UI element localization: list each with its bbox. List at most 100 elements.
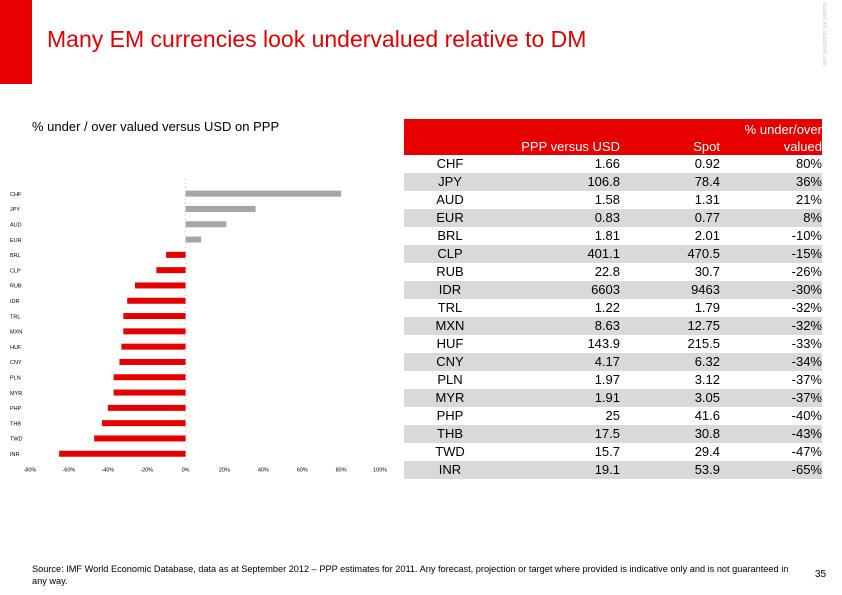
bar	[123, 328, 186, 335]
bar	[101, 420, 186, 427]
cell-valuation: -32%	[791, 300, 822, 315]
table-header-row: PPP versus USD Spot % under/over valued	[404, 119, 822, 155]
cell-spot: 215.5	[687, 336, 720, 351]
side-label: Issued for customer use	[821, 2, 827, 67]
cell-spot: 41.6	[694, 408, 720, 423]
bar	[127, 297, 186, 304]
cell-ppp: 1.81	[594, 228, 620, 243]
table-row: EUR 0.83 0.77 8%	[404, 209, 822, 227]
source-footnote: Source: IMF World Economic Database, dat…	[32, 564, 789, 586]
cell-valuation: 21%	[795, 192, 822, 207]
cell-currency: PHP	[436, 408, 464, 423]
bar	[113, 374, 186, 381]
table-body: CHF 1.66 0.92 80% JPY 106.8 78.4 36% AUD 1.58 1.31…	[404, 155, 822, 479]
cell-spot: 30.7	[694, 264, 720, 279]
table-row: RUB 22.8 30.7 -26%	[404, 263, 822, 281]
category-label: PHP	[10, 406, 22, 412]
cell-currency: THB	[404, 425, 496, 443]
cell-spot: 2.01	[694, 228, 720, 243]
cell-valuation: 8%	[720, 209, 822, 227]
cell-valuation: -34%	[720, 353, 822, 371]
table-row: MXN 8.63 12.75 -32%	[404, 317, 822, 335]
cell-ppp: 8.63	[496, 317, 620, 335]
cell-spot: 53.9	[620, 461, 720, 479]
cell-ppp: 106.8	[496, 173, 620, 191]
cell-valuation: -65%	[720, 461, 822, 479]
cell-currency: TRL	[437, 300, 463, 315]
bar-chart: CHF JPY AUD EUR BRL CLP RUB IDR TRL MXN HUF CNY PLN M…	[10, 179, 387, 473]
cell-ppp: 1.58	[594, 192, 620, 207]
cell-ppp: 143.9	[587, 336, 620, 351]
cell-valuation: -32%	[720, 317, 822, 335]
bar	[121, 343, 186, 350]
bar	[185, 205, 256, 212]
table-header-ppp: PPP versus USD	[496, 119, 620, 155]
table-row: CLP 401.1 470.5 -15%	[404, 245, 822, 263]
bar	[185, 236, 202, 243]
category-label: MXN	[10, 330, 22, 336]
cell-currency: MYR	[404, 389, 496, 407]
cell-valuation: -30%	[720, 281, 822, 299]
category-label: RUB	[10, 284, 22, 290]
table-row: HUF 143.9 215.5 -33%	[404, 335, 822, 353]
x-tick-label: -80%	[24, 467, 37, 473]
cell-valuation: -47%	[791, 444, 822, 459]
cell-currency: EUR	[404, 209, 496, 227]
bar	[123, 313, 186, 320]
cell-currency: CNY	[404, 353, 496, 371]
cell-spot: 12.75	[620, 317, 720, 335]
bar	[113, 389, 186, 396]
cell-currency: JPY	[404, 173, 496, 191]
category-label: CNY	[10, 360, 22, 366]
cell-currency: CHF	[436, 156, 464, 171]
cell-currency: BRL	[437, 228, 463, 243]
cell-currency: RUB	[436, 264, 464, 279]
cell-currency: MXN	[404, 317, 496, 335]
table-row: TRL 1.22 1.79 -32%	[404, 299, 822, 317]
cell-ppp: 22.8	[594, 264, 620, 279]
cell-spot: 470.5	[620, 245, 720, 263]
table-row: INR 19.1 53.9 -65%	[404, 461, 822, 479]
cell-valuation: 36%	[720, 173, 822, 191]
page-number: 35	[815, 569, 827, 580]
table-row: CHF 1.66 0.92 80%	[404, 155, 822, 173]
x-tick-label: -60%	[62, 467, 75, 473]
cell-ppp: 4.17	[496, 353, 620, 371]
cell-ppp: 6603	[496, 281, 620, 299]
bar	[166, 251, 186, 258]
bar	[156, 267, 186, 274]
bar	[119, 358, 186, 365]
bar	[94, 435, 186, 442]
cell-valuation: -43%	[720, 425, 822, 443]
bar	[59, 450, 186, 457]
bar	[135, 282, 186, 289]
category-label: AUD	[10, 222, 22, 228]
table-header-valuation: % under/over valued	[720, 119, 822, 155]
cell-ppp: 1.66	[594, 156, 620, 171]
cell-valuation: -10%	[791, 228, 822, 243]
table-row: CNY 4.17 6.32 -34%	[404, 353, 822, 371]
cell-spot: 0.77	[620, 209, 720, 227]
table-header-currency	[404, 119, 496, 155]
table-row: AUD 1.58 1.31 21%	[404, 191, 822, 209]
category-label: MYR	[10, 391, 22, 397]
cell-spot: 3.12	[694, 372, 720, 387]
table-row: MYR 1.91 3.05 -37%	[404, 389, 822, 407]
bar	[185, 190, 342, 197]
cell-ppp: 19.1	[496, 461, 620, 479]
x-tick-label: 100%	[373, 467, 387, 473]
category-label: IDR	[10, 299, 20, 305]
cell-currency: AUD	[436, 192, 464, 207]
cell-currency: INR	[404, 461, 496, 479]
bar	[185, 221, 227, 228]
ppp-table: PPP versus USD Spot % under/over valued …	[404, 119, 822, 479]
x-tick-label: 80%	[336, 467, 347, 473]
brand-red-block	[0, 0, 32, 84]
cell-valuation: -37%	[791, 372, 822, 387]
category-label: HUF	[10, 345, 22, 351]
category-label: JPY	[10, 207, 20, 213]
category-label: TWD	[10, 437, 23, 443]
x-tick-label: -40%	[101, 467, 114, 473]
table-header-spot: Spot	[620, 119, 720, 155]
cell-currency: CLP	[404, 245, 496, 263]
